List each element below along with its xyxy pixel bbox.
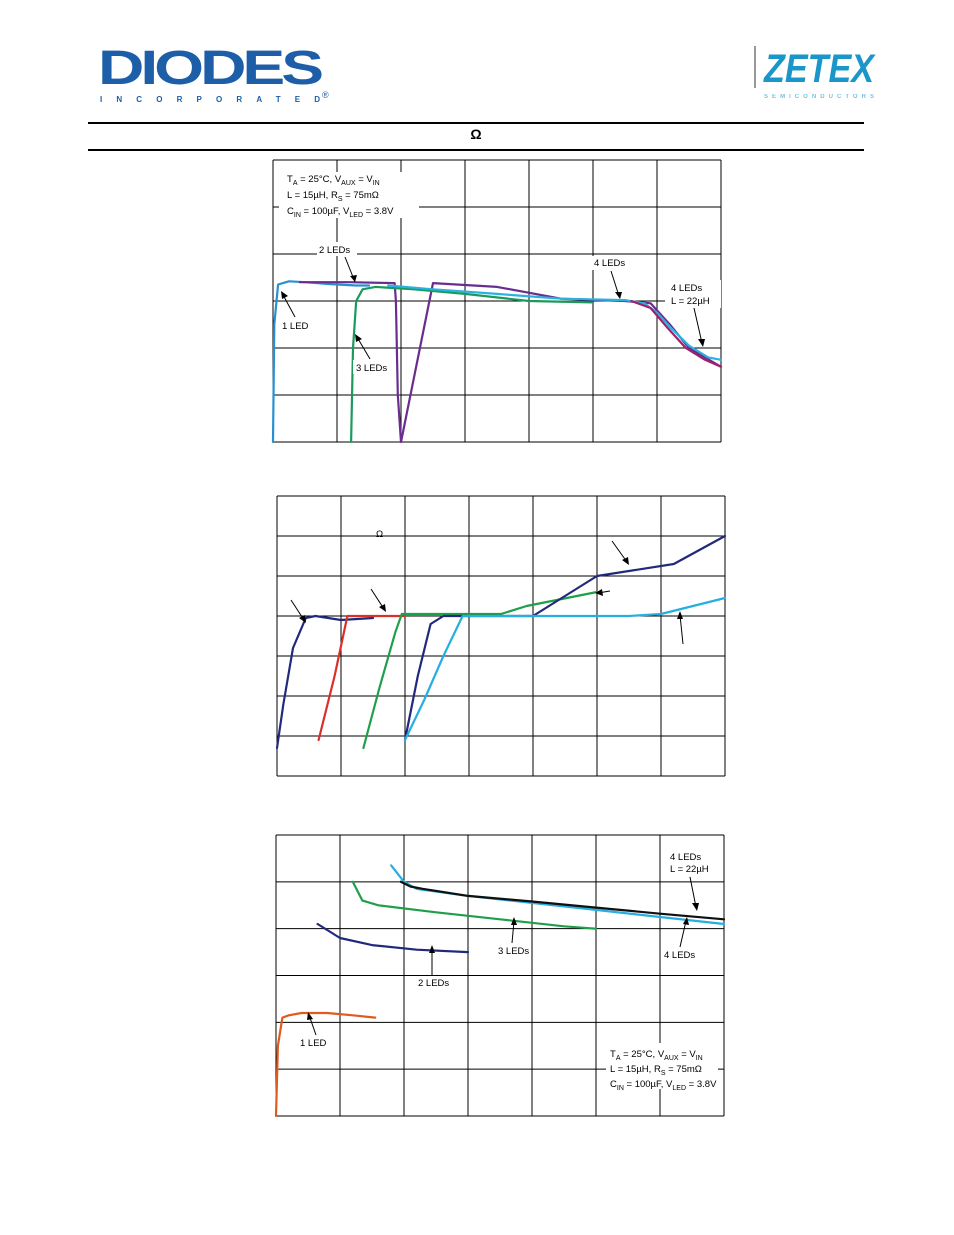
- chart-1-series-4-leds-l-22-h: [630, 299, 723, 368]
- chart-2-series-series-1: [275, 614, 375, 750]
- chart-2-series: [275, 534, 727, 750]
- chart-2-annotations: Ω: [290, 529, 724, 654]
- header-title: Ω: [470, 126, 482, 142]
- chart-3-label-4-leds: 4 LEDs: [664, 950, 695, 961]
- zetex-logo: ZETEX SEMICONDUCTORS: [754, 46, 876, 100]
- chart-3-arrow-4-leds-22uh: [689, 876, 697, 908]
- diodes-logo-text: DIODES: [98, 44, 323, 95]
- chart-2-arrow-navy-right: [611, 540, 628, 563]
- chart-2: Ω: [275, 495, 727, 777]
- chart-1-label-4-leds: 4 LEDs: [594, 258, 625, 269]
- chart-3-series-1-led: [274, 1011, 377, 1118]
- chart-1-series-1-led: [271, 280, 371, 444]
- chart-3-series-4-leds-l-22-h: [399, 880, 726, 921]
- chart-1-arrow-4-leds: [610, 270, 620, 297]
- registered-mark: ®: [322, 90, 329, 100]
- chart-3-condition-line-2: L = 15µH, RS = 75mΩ: [610, 1064, 702, 1077]
- chart-3-label-1-led: 1 LED: [300, 1038, 327, 1049]
- chart-3: 4 LEDs L = 22µH 3 LEDs 4 LEDs 2 LEDs 1 L…: [274, 834, 726, 1118]
- diodes-logo: DIODES INCORPORATED ®: [98, 44, 329, 104]
- chart-1-label-4-leds-22uh-l: L = 22µH: [671, 296, 710, 307]
- chart-2-omega-symbol: Ω: [376, 529, 383, 540]
- chart-1-series-3-leds: [349, 285, 595, 444]
- chart-1-condition-line-3: CIN = 100µF, VLED = 3.8V: [287, 206, 394, 219]
- chart-3-condition-line-3: CIN = 100µF, VLED = 3.8V: [610, 1079, 717, 1092]
- chart-1-series: [271, 280, 723, 444]
- chart-3-label-2-leds: 2 LEDs: [418, 978, 449, 989]
- chart-1-condition-line-2: L = 15µH, RS = 75mΩ: [287, 190, 379, 203]
- chart-1-arrow-3-leds: [356, 336, 371, 360]
- zetex-logo-text: ZETEX: [763, 47, 876, 91]
- chart-3-annotations: 4 LEDs L = 22µH 3 LEDs 4 LEDs 2 LEDs 1 L…: [300, 849, 718, 1092]
- chart-3-label-3-leds: 3 LEDs: [498, 946, 529, 957]
- chart-2-series-series-2: [317, 614, 407, 742]
- header-bottom-rule: [88, 149, 864, 151]
- chart-2-grid: [276, 495, 726, 777]
- chart-1-annotations: TA = 25°C, VAUX = VIN L = 15µH, RS = 75m…: [278, 172, 721, 374]
- chart-3-grid: [275, 834, 725, 1117]
- chart-2-series-series-5: [403, 596, 727, 742]
- zetex-logo-subtext: SEMICONDUCTORS: [764, 94, 874, 100]
- chart-1-label-2-leds: 2 LEDs: [319, 245, 350, 256]
- header-top-rule: [88, 122, 864, 124]
- chart-3-arrow-4-leds: [679, 920, 687, 948]
- chart-3-label-4-leds-22uh-l: L = 22µH: [670, 864, 709, 875]
- chart-1-condition-line-1: TA = 25°C, VAUX = VIN: [287, 174, 380, 187]
- chart-3-condition-line-1: TA = 25°C, VAUX = VIN: [610, 1049, 703, 1062]
- chart-1-label-3-leds: 3 LEDs: [356, 363, 387, 374]
- chart-2-series-series-3: [362, 590, 599, 750]
- chart-1-label-4-leds-22uh: 4 LEDs: [671, 283, 702, 294]
- chart-1-arrow-4-leds-22uh: [693, 307, 703, 344]
- chart-3-series-3-leds: [351, 880, 598, 930]
- chart-1-series-4-leds: [387, 284, 723, 361]
- chart-1: TA = 25°C, VAUX = VIN L = 15µH, RS = 75m…: [271, 159, 723, 444]
- chart-3-label-4-leds-22uh: 4 LEDs: [670, 852, 701, 863]
- diodes-logo-subtext: INCORPORATED: [100, 95, 320, 104]
- chart-2-arrow-cyan: [679, 614, 684, 645]
- chart-1-label-1-led: 1 LED: [282, 321, 309, 332]
